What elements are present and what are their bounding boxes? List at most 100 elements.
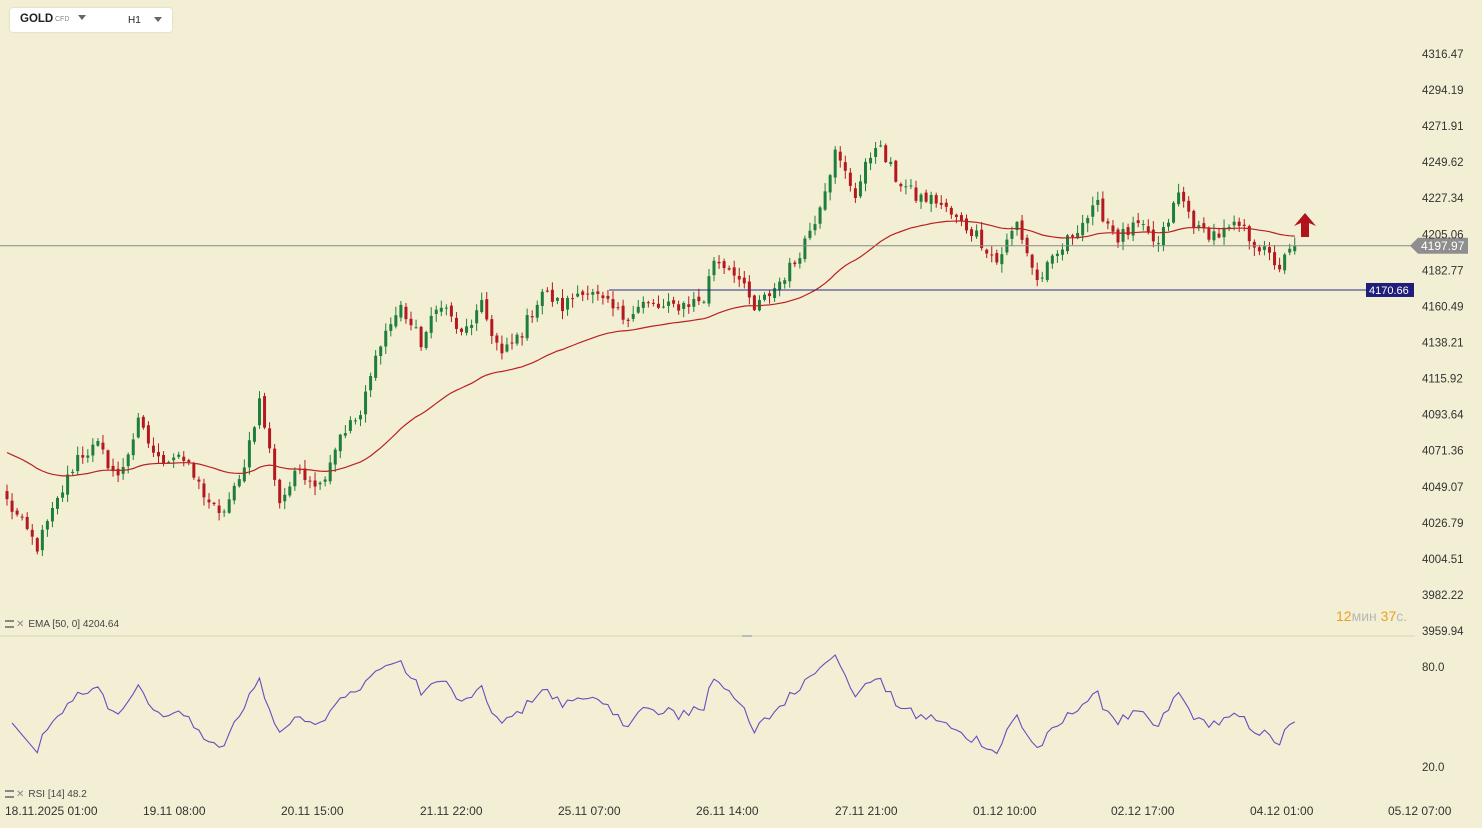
candle [763, 292, 766, 302]
candle [283, 487, 287, 510]
candle [793, 260, 797, 268]
candle [752, 294, 756, 312]
candle [540, 288, 544, 315]
indicator-settings-icon[interactable] [5, 790, 14, 798]
candle [439, 300, 443, 317]
candle [495, 332, 499, 351]
candle [1050, 253, 1054, 269]
rsi-axis: 80.0 20.0 [1422, 662, 1444, 774]
candle [348, 416, 352, 434]
candle [621, 299, 625, 325]
candle [333, 447, 337, 473]
candle [470, 319, 474, 336]
price-tick-label: 4004.51 [1422, 554, 1464, 566]
candle [1172, 201, 1176, 224]
candle [419, 325, 423, 351]
candle [429, 307, 433, 339]
timer-seconds: 37 [1380, 608, 1397, 624]
candle [879, 140, 883, 148]
candle [1227, 224, 1231, 232]
buy-signal-arrow-icon[interactable] [1294, 213, 1316, 237]
candle [227, 492, 231, 514]
candle [687, 296, 691, 314]
candle [1182, 186, 1186, 208]
indicator-settings-icon[interactable] [5, 620, 14, 628]
candle [187, 458, 191, 466]
candle [1030, 253, 1034, 275]
candle [50, 502, 54, 528]
symbol-selector[interactable]: GOLD CFD H1 [10, 8, 172, 32]
candle [389, 317, 393, 337]
timeframe-chevron-down-icon[interactable] [154, 17, 162, 22]
candle [864, 158, 867, 192]
candle [990, 246, 994, 263]
time-tick-label: 26.11 14:00 [696, 804, 759, 818]
candle [929, 191, 933, 212]
candle [823, 183, 827, 212]
candle [263, 392, 267, 430]
level-value: 4170.66 [1369, 285, 1409, 297]
ema-indicator-label[interactable]: ✕ EMA [50, 0] 4204.64 [5, 619, 119, 630]
candle [172, 453, 176, 469]
candle [5, 484, 9, 506]
candle [813, 215, 817, 236]
candle [111, 458, 115, 477]
candle [485, 292, 489, 322]
candle [697, 288, 701, 306]
indicator-close-icon[interactable]: ✕ [16, 789, 25, 800]
price-tick-label: 4271.91 [1422, 121, 1464, 133]
candle [667, 293, 671, 313]
candle [515, 332, 519, 346]
candle [768, 290, 772, 304]
price-tick-label: 4205.06 [1422, 229, 1464, 241]
candle [1278, 257, 1282, 273]
candle [217, 499, 221, 521]
indicator-close-icon[interactable]: ✕ [16, 619, 25, 630]
candle [1076, 225, 1080, 240]
candle [252, 425, 256, 445]
candle [1086, 215, 1090, 233]
candle [212, 501, 216, 506]
price-axis[interactable]: 4316.47 4294.19 4271.91 4249.62 4227.34 4205.… [1422, 49, 1464, 638]
candle [313, 472, 317, 496]
candle [1207, 226, 1211, 243]
candle [571, 293, 575, 308]
candle [1066, 233, 1069, 255]
candle [858, 174, 862, 199]
time-axis[interactable]: 18.11.2025 01:00 19.11 08:00 20.11 15:00 21… [5, 804, 1452, 818]
time-tick-label: 04.12 01:00 [1250, 804, 1314, 818]
candle [601, 291, 605, 305]
timeframe-selector[interactable]: H1 [128, 15, 141, 26]
candle [576, 285, 580, 298]
candle [717, 255, 721, 269]
candle [1177, 183, 1181, 207]
price-tick-label: 4093.64 [1422, 410, 1464, 422]
rsi-tick-label: 20.0 [1422, 762, 1444, 774]
price-tick-label: 4049.07 [1422, 482, 1464, 494]
candle [520, 332, 524, 346]
candle [1000, 247, 1004, 273]
cfd-badge: CFD [55, 16, 70, 23]
candle [510, 333, 514, 350]
pane-resize-handle[interactable] [742, 635, 752, 637]
candle [737, 267, 741, 288]
candle [323, 476, 327, 487]
time-tick-label: 25.11 07:00 [558, 804, 621, 818]
symbol-chevron-down-icon[interactable] [78, 15, 86, 20]
candle [535, 300, 539, 322]
candle [141, 415, 145, 430]
candle [742, 270, 746, 289]
candle [399, 300, 403, 322]
level-price-label[interactable]: 4170.66 [1366, 282, 1414, 297]
candle [131, 433, 135, 461]
candle [1126, 223, 1130, 240]
candle [116, 461, 120, 483]
candle [475, 304, 479, 331]
candle [904, 179, 908, 195]
candle [1131, 216, 1135, 242]
candle [1268, 242, 1271, 261]
candle [1101, 191, 1105, 223]
timer-minutes: 12 [1336, 608, 1352, 624]
rsi-indicator-label[interactable]: ✕ RSI [14] 48.2 [5, 789, 87, 800]
